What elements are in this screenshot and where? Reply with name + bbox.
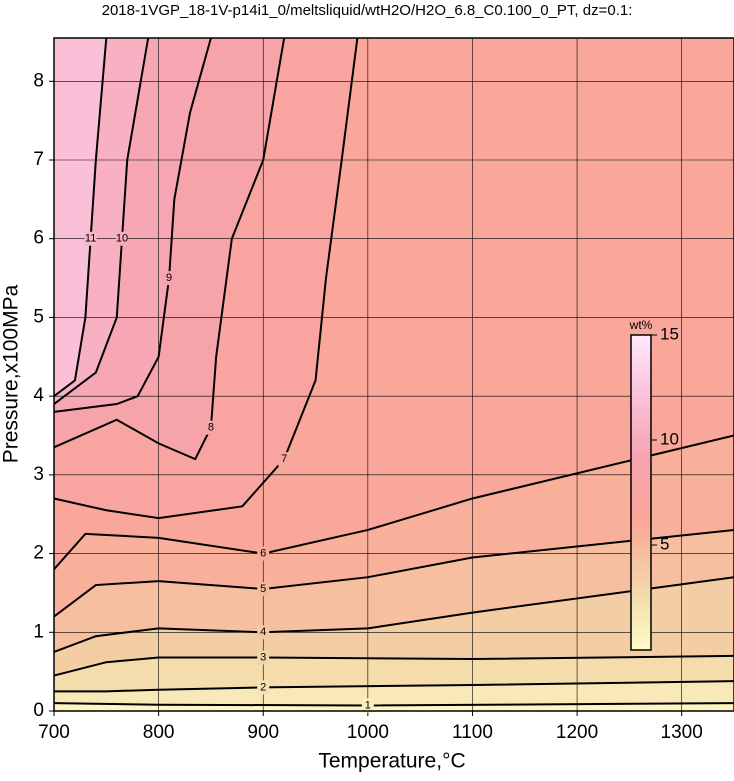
y-tick-label: 8 — [33, 70, 44, 91]
contour-label-bg — [361, 698, 374, 713]
y-tick-label: 4 — [33, 385, 44, 406]
contour-label: 6 — [260, 547, 266, 559]
y-tick-label: 5 — [33, 306, 44, 327]
colorbar-tick-label: 15 — [660, 324, 679, 343]
contour-label-bg — [257, 650, 270, 665]
x-tick-label: 1300 — [661, 722, 703, 743]
x-tick-label: 800 — [143, 722, 175, 743]
x-axis-label: Temperature,°C — [318, 750, 465, 773]
x-tick-label: 1000 — [347, 722, 389, 743]
contour-line — [53, 37, 212, 413]
contour-label-bg — [204, 420, 217, 435]
contour-band — [54, 38, 734, 711]
y-axis-label: Pressure,x100MPa — [0, 284, 23, 463]
colorbar-tick-label: 5 — [660, 534, 669, 553]
contour-line — [53, 654, 734, 677]
y-tick-label: 6 — [33, 228, 44, 249]
contour-line — [53, 37, 150, 405]
contour-label: 4 — [260, 626, 266, 638]
contour-label-bg — [84, 231, 97, 246]
contour-label-bg — [257, 625, 270, 640]
contour-label: 10 — [116, 233, 128, 245]
contour-label: 5 — [260, 583, 266, 595]
contour-line — [54, 680, 734, 693]
chart-title: 2018-1VGP_18-1V-p14i1_0/meltsliquid/wtH2… — [102, 2, 633, 19]
contour-line — [53, 702, 734, 707]
contour-band — [54, 38, 734, 711]
contour-label: 11 — [85, 233, 96, 245]
contour-label: 7 — [281, 453, 287, 465]
contour-label: 9 — [166, 272, 172, 284]
colorbar-tick-label: 10 — [660, 429, 679, 448]
y-tick-label: 7 — [33, 149, 44, 170]
x-tick-label: 1100 — [452, 722, 493, 743]
y-tick-label: 0 — [33, 700, 44, 721]
contour-label-bg — [116, 231, 128, 246]
contour-label: 2 — [260, 681, 266, 693]
contour-line — [53, 37, 108, 397]
contour-label: 1 — [365, 699, 371, 711]
y-tick-label: 2 — [33, 543, 44, 564]
plot-frame — [53, 37, 734, 712]
contour-label: 8 — [208, 422, 214, 434]
contour-label: 3 — [260, 651, 266, 663]
contour-label-bg — [163, 271, 176, 286]
x-tick-label: 900 — [247, 722, 279, 743]
contour-label-bg — [278, 452, 291, 467]
y-tick-label: 1 — [33, 621, 44, 642]
colorbar — [630, 334, 652, 651]
x-tick-label: 1200 — [556, 722, 598, 743]
contour-label-bg — [257, 546, 270, 561]
contour-label-bg — [257, 680, 270, 695]
x-tick-label: 700 — [38, 722, 70, 743]
colorbar-label: wt% — [629, 318, 653, 332]
contour-label-bg — [257, 581, 270, 596]
y-tick-label: 3 — [33, 464, 44, 485]
